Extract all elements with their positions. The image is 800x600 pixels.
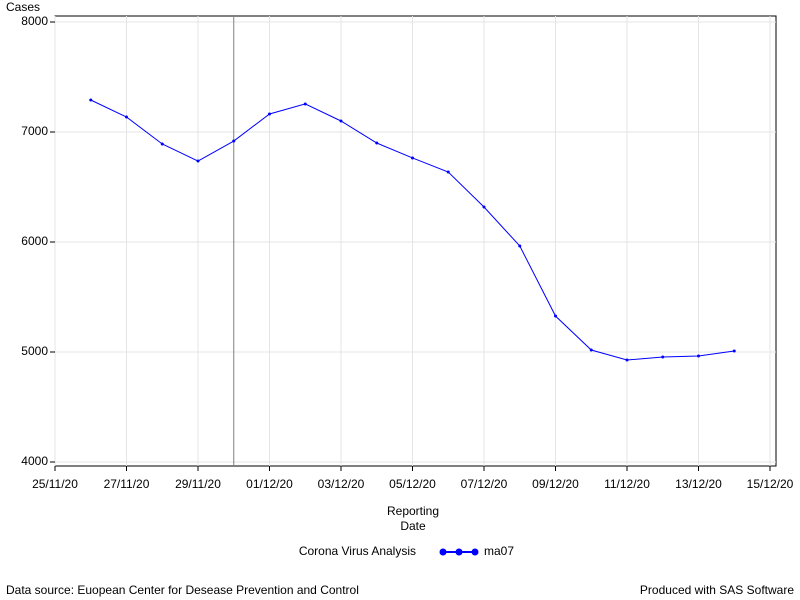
legend-label: ma07 (484, 544, 514, 558)
plot-frame (54, 15, 777, 467)
x-tick-label: 11/12/20 (604, 477, 650, 491)
x-tick-label: 07/12/20 (461, 477, 508, 491)
point (89, 98, 93, 102)
point (232, 139, 236, 143)
legend-symbol (439, 548, 447, 556)
footnote-left: Data source: Euopean Center for Desease … (6, 583, 359, 597)
x-tick-label: 13/12/20 (675, 477, 722, 491)
point (625, 358, 629, 362)
point (268, 112, 271, 116)
point (375, 141, 379, 145)
point (411, 156, 414, 160)
point (697, 354, 700, 358)
point (518, 244, 522, 248)
y-tick-label: 6000 (21, 234, 48, 248)
point (303, 102, 307, 106)
y-axis-label: Cases (6, 0, 40, 14)
legend-symbol (455, 548, 463, 556)
footnote-right: Produced with SAS Software (640, 583, 794, 597)
x-tick-label: 03/12/20 (318, 477, 365, 491)
y-tick-label: 7000 (21, 124, 48, 138)
grid (54, 16, 776, 466)
point (589, 348, 593, 352)
x-tick-label: 27/11/20 (104, 477, 150, 491)
point (196, 159, 200, 163)
x-tick-label: 29/11/20 (175, 477, 221, 491)
x-tick-label: 09/12/20 (532, 477, 579, 491)
legend-symbol (471, 548, 479, 556)
x-tick-label: 01/12/20 (246, 477, 293, 491)
y-tick-label: 4000 (21, 454, 48, 468)
point (482, 205, 486, 209)
y-tick-label: 8000 (21, 14, 48, 28)
point (732, 349, 736, 353)
point (339, 119, 343, 123)
point (554, 314, 557, 318)
point (446, 170, 450, 174)
point (160, 142, 164, 146)
x-tick-label: 15/12/20 (747, 477, 794, 491)
x-tick-label: 05/12/20 (389, 477, 436, 491)
point (125, 115, 128, 119)
legend-title: Corona Virus Analysis (299, 544, 416, 558)
x-axis-label: Reporting Date (386, 504, 440, 533)
y-tick-label: 5000 (21, 344, 48, 358)
x-tick-label: 25/11/20 (32, 477, 78, 491)
point (661, 355, 665, 359)
